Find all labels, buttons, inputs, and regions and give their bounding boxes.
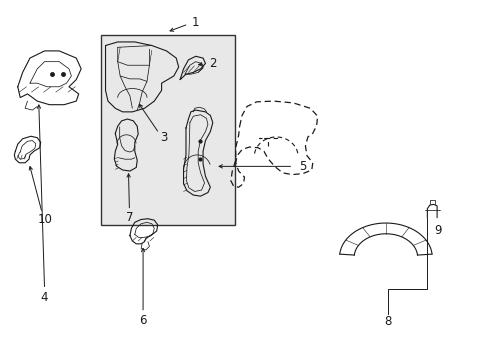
Text: 3: 3 — [160, 131, 167, 144]
Text: 7: 7 — [126, 211, 133, 224]
Text: 10: 10 — [38, 213, 53, 226]
Text: 8: 8 — [384, 315, 391, 328]
Text: 4: 4 — [41, 291, 48, 304]
Text: 2: 2 — [209, 57, 216, 70]
Text: 1: 1 — [192, 17, 199, 30]
Text: 6: 6 — [139, 314, 146, 327]
Text: 9: 9 — [433, 224, 441, 238]
Text: 5: 5 — [299, 160, 306, 173]
FancyBboxPatch shape — [101, 35, 234, 225]
